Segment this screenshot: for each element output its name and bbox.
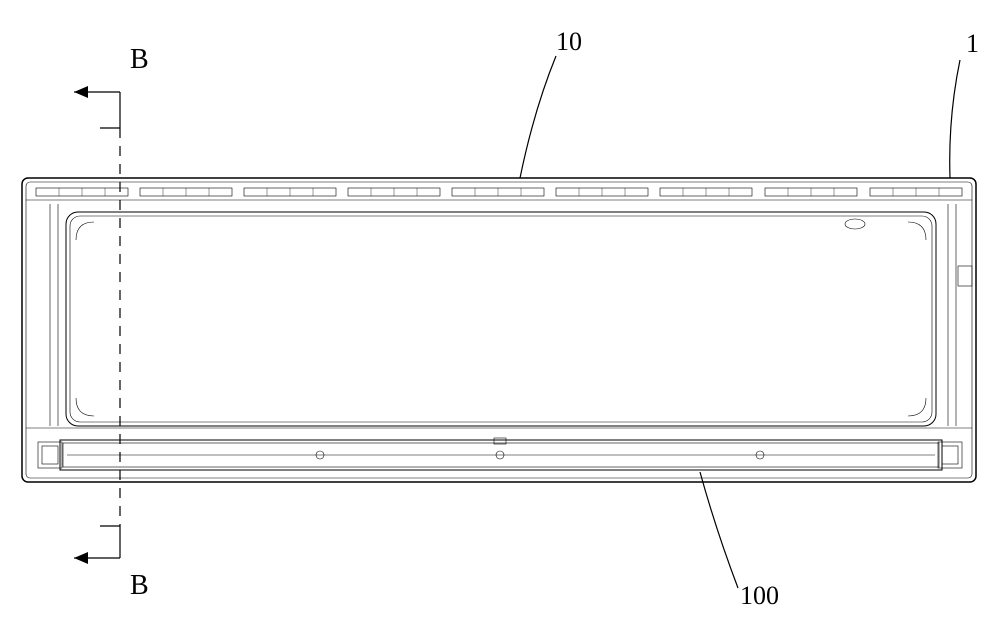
- section-top-arrowhead: [74, 86, 88, 98]
- leader-1: [950, 60, 960, 178]
- air-outlet-rail: [60, 438, 942, 470]
- callouts: 10 1 100: [520, 27, 979, 610]
- callout-label-1: 1: [966, 29, 979, 58]
- panel-corner-notch: [908, 398, 926, 416]
- top-vent-slots: [36, 188, 962, 196]
- panel-corner-notch: [76, 398, 94, 416]
- section-line-bb: BB: [74, 44, 149, 601]
- front-panel-outer: [66, 212, 936, 426]
- left-end-bracket: [38, 442, 62, 468]
- section-label-top: B: [130, 44, 149, 75]
- section-label-bottom: B: [130, 570, 149, 601]
- technical-drawing: BB101100: [0, 0, 1000, 626]
- front-panel-inner: [70, 216, 932, 422]
- section-bot-arrowhead: [74, 552, 88, 564]
- outer-chassis: [22, 178, 976, 482]
- front-panel: [66, 212, 936, 426]
- right-side-tab: [958, 266, 972, 286]
- leader-10: [520, 56, 556, 178]
- leader-100: [700, 472, 738, 588]
- callout-label-100: 100: [740, 581, 779, 610]
- callout-label-10: 10: [556, 27, 582, 56]
- indicator-pill: [845, 219, 865, 229]
- panel-corner-notch: [76, 222, 94, 240]
- ac-unit-body: [22, 178, 976, 482]
- panel-corner-notch: [908, 222, 926, 240]
- inner-chassis-line: [26, 182, 972, 478]
